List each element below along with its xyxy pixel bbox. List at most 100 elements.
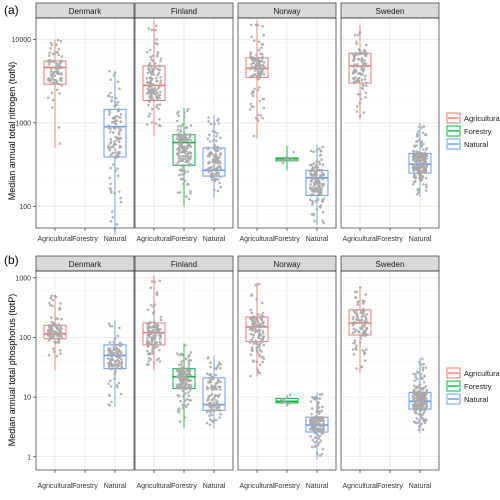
jitter-point <box>422 392 426 396</box>
y-tick-label: 100 <box>19 204 31 211</box>
jitter-point <box>57 323 61 326</box>
jitter-point <box>421 357 424 361</box>
jitter-point <box>211 160 214 163</box>
x-tick-label-forestry: Forestry <box>171 236 197 243</box>
jitter-point <box>206 167 209 171</box>
jitter-point <box>206 403 209 407</box>
jitter-point <box>187 369 191 373</box>
jitter-point <box>414 375 418 379</box>
jitter-point <box>116 151 119 154</box>
x-tick-label-agricultural: Agricultural <box>136 483 171 490</box>
jitter-point <box>424 385 428 388</box>
jitter-point <box>180 360 183 363</box>
jitter-point <box>423 398 427 402</box>
jitter-point <box>363 49 366 52</box>
jitter-point <box>210 176 214 180</box>
jitter-point <box>219 380 222 384</box>
jitter-point <box>120 354 123 358</box>
jitter-point <box>108 155 111 159</box>
jitter-point <box>55 354 59 358</box>
jitter-point <box>118 87 121 90</box>
jitter-point <box>150 108 154 111</box>
jitter-point <box>359 327 363 331</box>
jitter-point <box>118 356 121 360</box>
jitter-point <box>214 174 218 177</box>
jitter-point <box>311 395 314 399</box>
jitter-point <box>183 169 186 172</box>
jitter-point <box>321 405 324 409</box>
jitter-point <box>214 177 218 181</box>
jitter-point <box>219 136 222 140</box>
jitter-point <box>176 160 180 164</box>
jitter-point <box>259 337 263 341</box>
jitter-point <box>250 35 253 39</box>
jitter-point <box>114 127 117 130</box>
jitter-point <box>214 382 218 385</box>
jitter-point <box>419 372 423 376</box>
jitter-point <box>417 191 421 194</box>
jitter-point <box>418 386 422 390</box>
jitter-point <box>185 109 189 112</box>
jitter-point <box>181 163 185 167</box>
jitter-point <box>146 349 149 353</box>
jitter-point <box>112 340 115 344</box>
jitter-point <box>114 96 118 100</box>
jitter-point <box>213 395 216 398</box>
jitter-point <box>206 147 210 151</box>
jitter-point <box>259 75 262 79</box>
jitter-point <box>365 326 369 330</box>
jitter-point <box>158 64 161 68</box>
jitter-point <box>212 139 215 142</box>
jitter-point <box>423 374 426 378</box>
jitter-point <box>147 64 150 68</box>
jitter-point <box>53 74 57 78</box>
jitter-point <box>59 76 62 80</box>
jitter-point <box>114 169 117 173</box>
jitter-point <box>361 51 365 55</box>
jitter-point <box>308 198 312 202</box>
jitter-point <box>57 338 61 342</box>
jitter-point <box>149 342 153 345</box>
jitter-point <box>421 428 425 432</box>
x-tick-label-forestry: Forestry <box>72 236 98 243</box>
jitter-point <box>183 416 187 419</box>
jitter-point <box>176 135 180 138</box>
jitter-point <box>183 146 186 149</box>
jitter-point <box>185 195 188 198</box>
jitter-point <box>54 323 58 327</box>
jitter-point <box>413 379 417 383</box>
jitter-point <box>412 388 416 392</box>
jitter-point <box>255 74 259 78</box>
jitter-point <box>412 407 416 410</box>
jitter-point <box>178 353 181 357</box>
jitter-point <box>257 282 261 286</box>
jitter-point <box>364 293 368 296</box>
jitter-point <box>116 137 119 140</box>
jitter-point <box>109 182 112 186</box>
jitter-point <box>156 103 159 107</box>
jitter-point <box>251 329 254 332</box>
jitter-point <box>116 115 120 119</box>
jitter-point <box>56 332 60 336</box>
jitter-point <box>314 182 318 186</box>
jitter-point <box>116 350 119 354</box>
jitter-point <box>356 316 360 319</box>
jitter-point <box>425 185 428 189</box>
legend-label-agricultural: Agricultural <box>464 369 500 378</box>
jitter-point <box>189 189 192 193</box>
jitter-point <box>154 93 157 96</box>
jitter-point <box>211 377 215 381</box>
jitter-point <box>316 419 319 422</box>
jitter-point <box>418 409 422 412</box>
jitter-point <box>111 210 114 213</box>
jitter-point <box>256 319 259 322</box>
jitter-point <box>259 52 262 55</box>
jitter-point <box>219 412 222 416</box>
jitter-point <box>189 138 192 142</box>
jitter-point <box>212 375 215 379</box>
jitter-point <box>181 123 184 126</box>
jitter-point <box>363 331 366 335</box>
jitter-point <box>152 336 156 340</box>
jitter-point <box>250 66 253 69</box>
jitter-point <box>309 193 313 197</box>
